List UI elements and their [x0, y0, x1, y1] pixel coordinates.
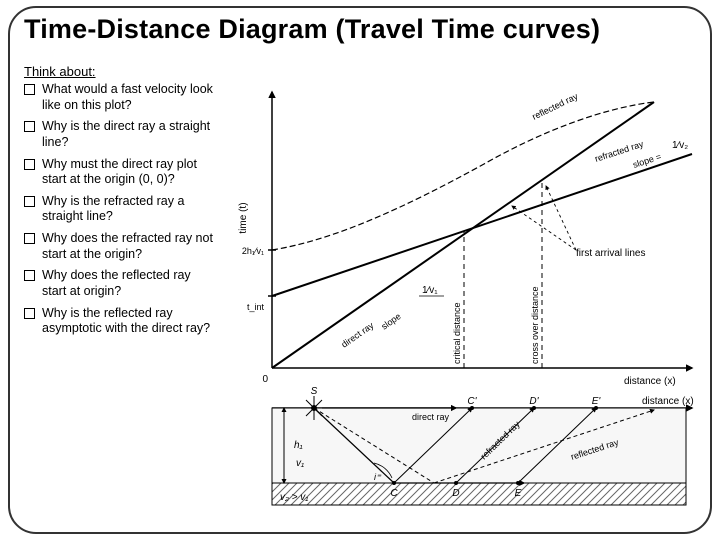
one-over-v1-label: 1⁄v₁	[422, 285, 438, 296]
think-about-heading: Think about:	[24, 64, 96, 79]
critical-distance-label: critical distance	[452, 302, 462, 364]
h1-label: h₁	[294, 440, 303, 451]
x-axis-label: distance (x)	[624, 376, 676, 387]
c-label: C	[390, 488, 398, 499]
question-item: What would a fast velocity look like on …	[24, 82, 214, 113]
refracted-slope-label: slope =	[632, 151, 663, 170]
question-item: Why does the reflected ray start at orig…	[24, 268, 214, 299]
distance-x-label: distance (x)	[642, 396, 694, 407]
one-over-v2-label: 1⁄v₂	[672, 140, 688, 151]
reflected-ray-label: reflected ray	[530, 91, 579, 122]
question-item: Why is the direct ray a straight line?	[24, 119, 214, 150]
layer-1	[272, 408, 686, 483]
lower-direct-label: direct ray	[412, 412, 450, 422]
question-item: Why must the direct ray plot start at th…	[24, 157, 214, 188]
d-label: D	[452, 488, 459, 499]
two-h1-v1-label: 2h₁⁄v₁	[242, 246, 264, 256]
question-item: Why is the reflected ray asymptotic with…	[24, 306, 214, 337]
direct-slope-label: slope	[379, 311, 402, 332]
t-int-label: t_int	[247, 302, 265, 312]
e-prime-label: E'	[592, 396, 602, 407]
reflected-ray-curve	[272, 102, 654, 250]
first-arrival-label: first arrival lines	[576, 248, 645, 259]
crossover-distance-label: cross over distance	[530, 286, 540, 364]
d-prime-label: D'	[529, 396, 539, 407]
direct-ray-label: direct ray	[339, 320, 375, 350]
page-title: Time-Distance Diagram (Travel Time curve…	[24, 14, 600, 45]
travel-time-diagram: 0 distance (x) time (t) direct ray slope…	[224, 68, 704, 508]
question-item: Why does the refracted ray not start at …	[24, 231, 214, 262]
e-label: E	[515, 488, 522, 499]
origin-label: 0	[262, 374, 268, 385]
v2-label: v₂ > v₁	[280, 492, 308, 503]
v1-label: v₁	[296, 458, 304, 469]
y-axis-label: time (t)	[238, 202, 249, 233]
question-item: Why is the refracted ray a straight line…	[24, 194, 214, 225]
layer-2-hatch	[272, 483, 686, 505]
source-label: S	[311, 386, 318, 397]
c-prime-label: C'	[467, 396, 477, 407]
question-list: What would a fast velocity look like on …	[24, 82, 214, 343]
